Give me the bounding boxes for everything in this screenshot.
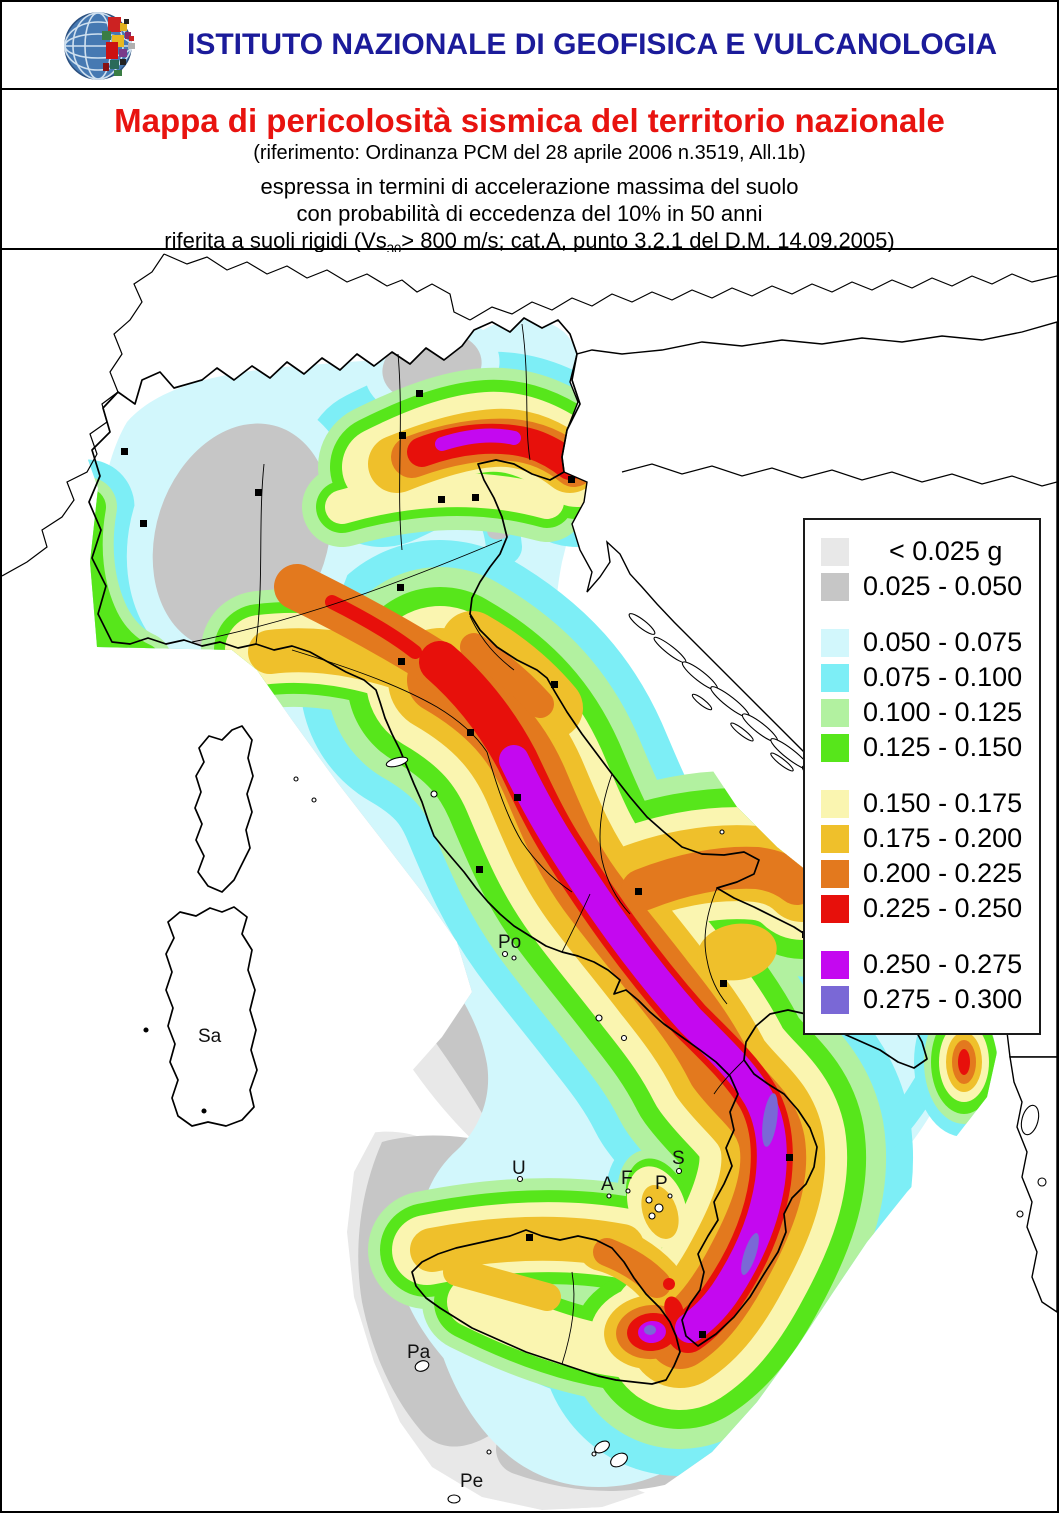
legend-swatch: [821, 698, 849, 727]
legend-item: 0.175 - 0.200: [821, 821, 1039, 856]
subtitle-3-post: > 800 m/s; cat.A, punto 3.2.1 del D.M. 1…: [401, 228, 895, 253]
legend-label: 0.275 - 0.300: [863, 984, 1023, 1014]
legend-label: < 0.025 g: [889, 536, 1003, 566]
island-label-pantelleria: Pa: [407, 1342, 431, 1363]
legend-item: 0.225 - 0.250: [821, 891, 1039, 926]
org-title: ISTITUTO NAZIONALE DI GEOFISICA E VULCAN…: [186, 28, 997, 61]
italy-coastline: [88, 317, 928, 1385]
legend-swatch: [821, 894, 849, 923]
island-label-alicudi: A: [601, 1174, 614, 1195]
island-label-ustica: U: [512, 1158, 526, 1179]
legend-label: 0.075 - 0.100: [863, 662, 1023, 692]
legend-label: 0.225 - 0.250: [863, 893, 1023, 923]
map-subtitle-1: espressa in termini di accelerazione mas…: [260, 174, 799, 199]
legend-item: < 0.025 g: [821, 534, 1039, 569]
legend-swatch: [821, 985, 849, 1014]
island-label-sardegna: Sa: [198, 1026, 222, 1047]
legend-swatch: [821, 537, 849, 566]
legend-swatch: [821, 824, 849, 853]
legend-item: 0.100 - 0.125: [821, 695, 1039, 730]
legend-swatch: [821, 859, 849, 888]
legend-label: 0.125 - 0.150: [863, 732, 1023, 762]
legend-label: 0.100 - 0.125: [863, 697, 1023, 727]
corsica-coastline: [194, 725, 254, 893]
legend-swatch: [821, 572, 849, 601]
legend-label: 0.050 - 0.075: [863, 627, 1023, 657]
small-islands: [143, 756, 725, 1504]
map-subtitle-3: riferita a suoli rigidi (Vs30> 800 m/s; …: [2, 228, 1057, 256]
island-label-panarea: P: [655, 1173, 668, 1194]
legend-swatch: [821, 663, 849, 692]
region-boundaries: [191, 323, 745, 1365]
legend-item: 0.250 - 0.275: [821, 947, 1039, 982]
map-subtitle-2: con probabilità di eccedenza del 10% in …: [296, 201, 763, 226]
legend-item: 0.200 - 0.225: [821, 856, 1039, 891]
legend-item: 0.125 - 0.150: [821, 730, 1039, 765]
legend-item: 0.275 - 0.300: [821, 982, 1039, 1017]
map-reference: (riferimento: Ordinanza PCM del 28 april…: [253, 142, 806, 164]
legend-label: 0.175 - 0.200: [863, 823, 1023, 853]
island-label-ponza: Po: [498, 932, 521, 953]
legend-label: 0.250 - 0.275: [863, 949, 1023, 979]
ingv-globe-logo-icon: [64, 12, 135, 80]
map-area: Po Sa U A F P S Pa Pe < 0.025 g 0.025 - 0…: [2, 252, 1057, 1511]
legend-label: 0.200 - 0.225: [863, 858, 1023, 888]
legend-label: 0.025 - 0.050: [863, 571, 1023, 601]
title-block: Mappa di pericolosità sismica del territ…: [2, 92, 1057, 256]
legend-swatch: [821, 950, 849, 979]
island-labels: Po Sa U A F P S Pa Pe: [198, 932, 685, 1492]
map-title: Mappa di pericolosità sismica del territ…: [114, 102, 945, 139]
sardinia-coastline: [165, 906, 258, 1127]
greece-albania-coastline: [1009, 1056, 1057, 1313]
subtitle-3-pre: riferita a suoli rigidi (Vs: [164, 228, 387, 253]
island-label-pelagie: Pe: [460, 1471, 483, 1492]
island-label-filicudi: F: [621, 1168, 633, 1189]
legend-item: 0.025 - 0.050: [821, 569, 1039, 604]
legend-label: 0.150 - 0.175: [863, 788, 1023, 818]
legend-swatch: [821, 628, 849, 657]
legend-item: 0.150 - 0.175: [821, 786, 1039, 821]
header: ISTITUTO NAZIONALE DI GEOFISICA E VULCAN…: [2, 2, 1057, 90]
island-label-stromboli: S: [672, 1148, 685, 1169]
legend-swatch: [821, 789, 849, 818]
legend-item: 0.050 - 0.075: [821, 625, 1039, 660]
legend: < 0.025 g 0.025 - 0.050 0.050 - 0.075 0.075…: [803, 518, 1041, 1035]
legend-item: 0.075 - 0.100: [821, 660, 1039, 695]
legend-swatch: [821, 733, 849, 762]
